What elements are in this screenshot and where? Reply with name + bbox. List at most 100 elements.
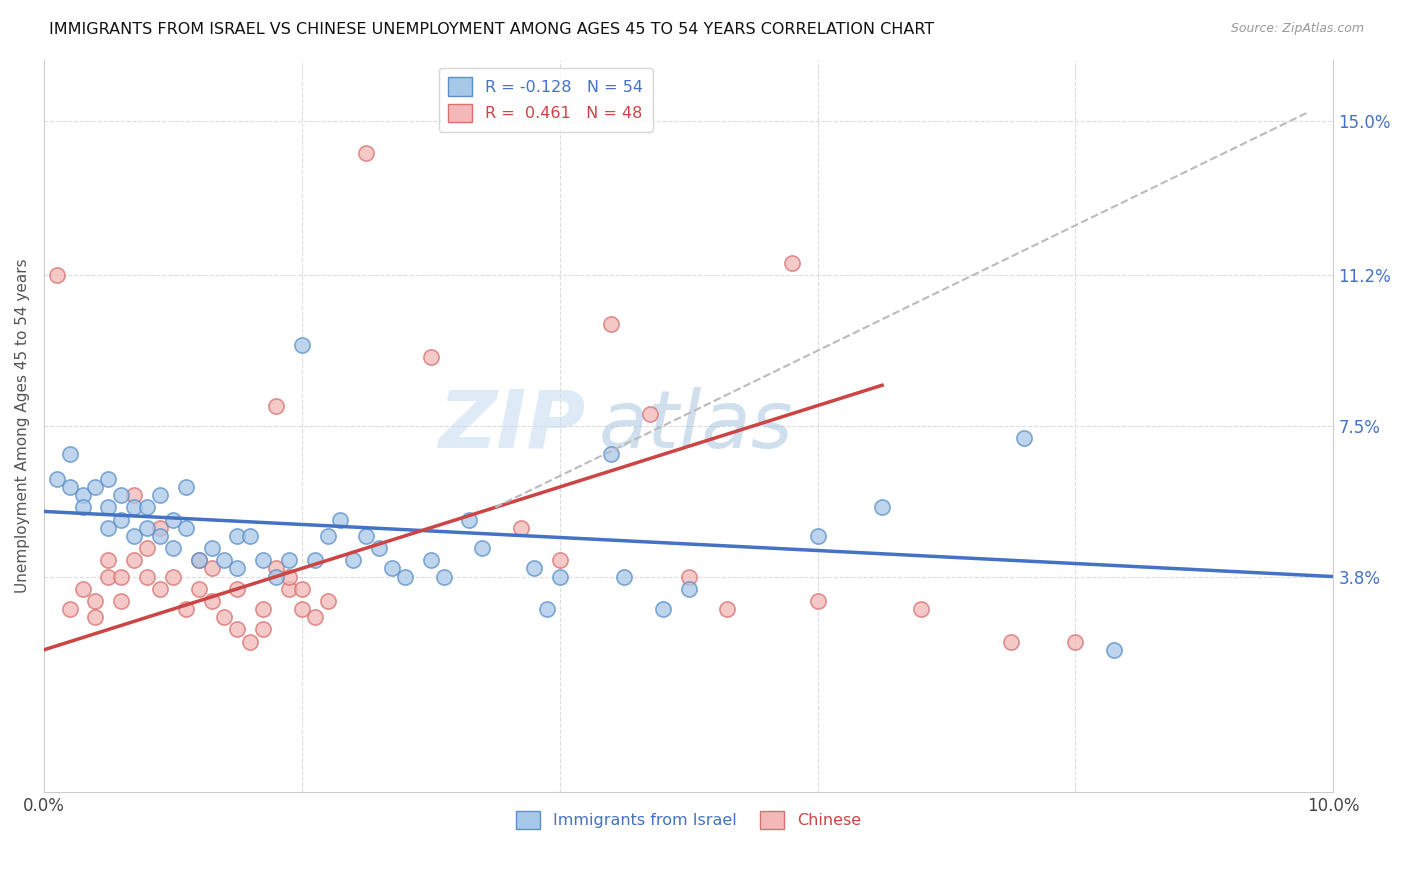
- Point: [304, 553, 326, 567]
- Point: [342, 553, 364, 567]
- Point: [638, 407, 661, 421]
- Text: IMMIGRANTS FROM ISRAEL VS CHINESE UNEMPLOYMENT AMONG AGES 45 TO 54 YEARS CORRELA: IMMIGRANTS FROM ISRAEL VS CHINESE UNEMPL…: [49, 22, 935, 37]
- Point: [252, 623, 274, 637]
- Point: [394, 569, 416, 583]
- Point: [72, 488, 94, 502]
- Point: [97, 569, 120, 583]
- Point: [122, 500, 145, 515]
- Point: [45, 268, 67, 283]
- Point: [187, 553, 209, 567]
- Point: [110, 594, 132, 608]
- Point: [136, 569, 159, 583]
- Point: [419, 553, 441, 567]
- Text: Source: ZipAtlas.com: Source: ZipAtlas.com: [1230, 22, 1364, 36]
- Point: [548, 569, 571, 583]
- Point: [678, 582, 700, 596]
- Point: [97, 553, 120, 567]
- Point: [162, 541, 184, 555]
- Point: [458, 512, 481, 526]
- Point: [510, 521, 533, 535]
- Point: [291, 602, 314, 616]
- Point: [97, 472, 120, 486]
- Point: [187, 553, 209, 567]
- Point: [136, 500, 159, 515]
- Text: atlas: atlas: [599, 387, 793, 465]
- Point: [45, 472, 67, 486]
- Point: [162, 569, 184, 583]
- Point: [291, 337, 314, 351]
- Point: [72, 500, 94, 515]
- Point: [806, 529, 828, 543]
- Point: [523, 561, 546, 575]
- Point: [252, 553, 274, 567]
- Point: [356, 529, 378, 543]
- Point: [200, 561, 222, 575]
- Point: [600, 317, 623, 331]
- Point: [149, 521, 172, 535]
- Point: [84, 594, 107, 608]
- Text: ZIP: ZIP: [439, 387, 585, 465]
- Point: [187, 582, 209, 596]
- Point: [174, 480, 197, 494]
- Point: [59, 447, 82, 461]
- Point: [277, 582, 299, 596]
- Point: [226, 561, 249, 575]
- Point: [239, 634, 262, 648]
- Point: [149, 529, 172, 543]
- Point: [252, 602, 274, 616]
- Point: [329, 512, 352, 526]
- Point: [291, 582, 314, 596]
- Point: [84, 610, 107, 624]
- Point: [136, 541, 159, 555]
- Point: [214, 610, 236, 624]
- Point: [780, 256, 803, 270]
- Point: [200, 541, 222, 555]
- Point: [381, 561, 404, 575]
- Point: [471, 541, 494, 555]
- Point: [806, 594, 828, 608]
- Point: [149, 488, 172, 502]
- Point: [110, 512, 132, 526]
- Point: [84, 480, 107, 494]
- Point: [200, 594, 222, 608]
- Point: [226, 623, 249, 637]
- Point: [122, 529, 145, 543]
- Point: [136, 521, 159, 535]
- Point: [122, 488, 145, 502]
- Point: [277, 553, 299, 567]
- Point: [433, 569, 456, 583]
- Point: [149, 582, 172, 596]
- Point: [1012, 431, 1035, 445]
- Point: [651, 602, 673, 616]
- Point: [226, 582, 249, 596]
- Point: [548, 553, 571, 567]
- Point: [122, 553, 145, 567]
- Point: [110, 569, 132, 583]
- Point: [1064, 634, 1087, 648]
- Point: [239, 529, 262, 543]
- Point: [214, 553, 236, 567]
- Point: [1000, 634, 1022, 648]
- Point: [226, 529, 249, 543]
- Point: [316, 594, 339, 608]
- Point: [277, 569, 299, 583]
- Point: [536, 602, 558, 616]
- Point: [419, 350, 441, 364]
- Legend: Immigrants from Israel, Chinese: Immigrants from Israel, Chinese: [509, 805, 868, 836]
- Point: [97, 500, 120, 515]
- Point: [316, 529, 339, 543]
- Point: [110, 488, 132, 502]
- Point: [716, 602, 738, 616]
- Point: [72, 582, 94, 596]
- Point: [356, 146, 378, 161]
- Y-axis label: Unemployment Among Ages 45 to 54 years: Unemployment Among Ages 45 to 54 years: [15, 259, 30, 593]
- Point: [264, 569, 287, 583]
- Point: [174, 602, 197, 616]
- Point: [368, 541, 391, 555]
- Point: [910, 602, 932, 616]
- Point: [174, 521, 197, 535]
- Point: [264, 561, 287, 575]
- Point: [59, 602, 82, 616]
- Point: [97, 521, 120, 535]
- Point: [1102, 643, 1125, 657]
